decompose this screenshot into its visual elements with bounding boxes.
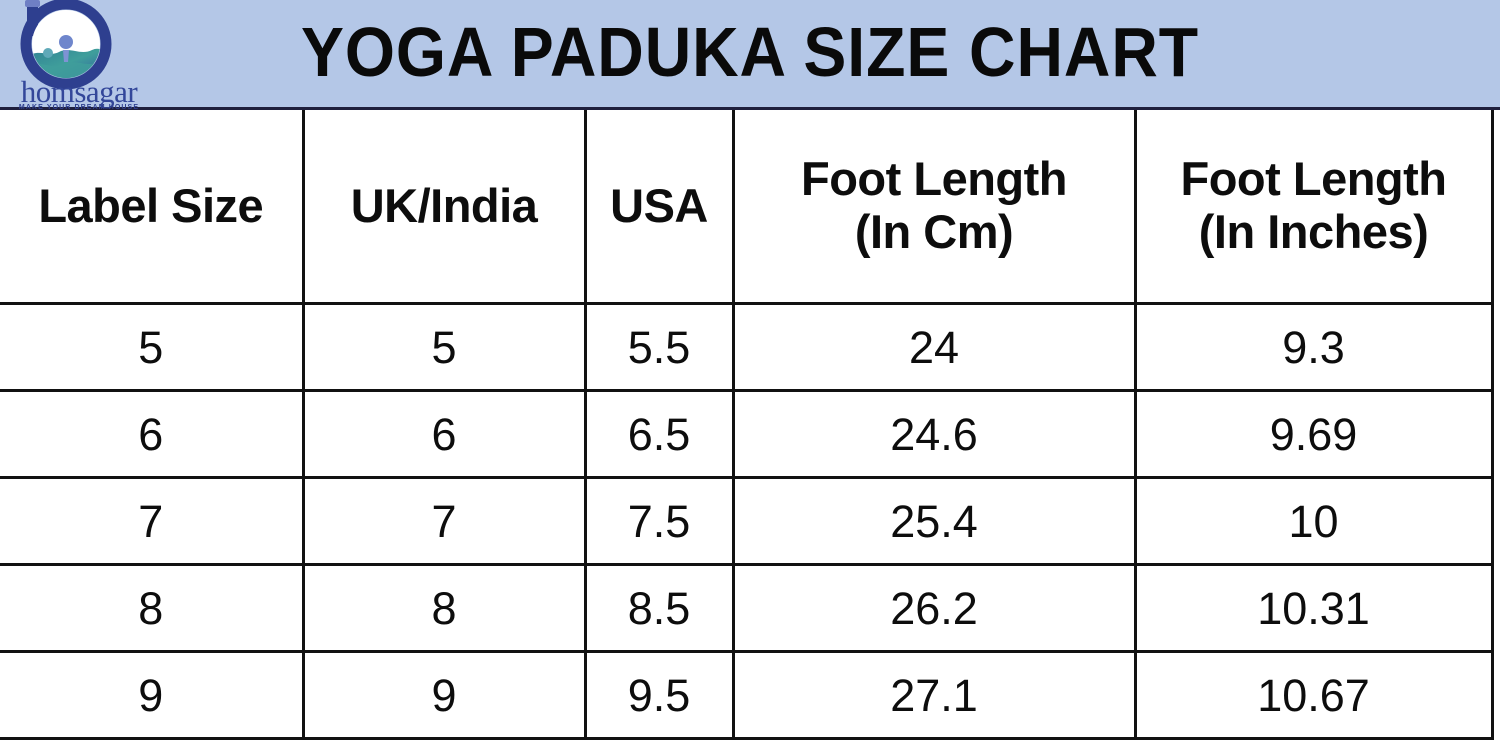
column-header-foot-length-cm: Foot Length (In Cm) (731, 110, 1137, 305)
cell-usa: 5.5 (583, 302, 735, 392)
cell-uk-india: 8 (301, 563, 587, 653)
size-chart-table: Label Size UK/India USA Foot Length (In … (0, 110, 1494, 740)
column-header-usa: USA (583, 110, 735, 305)
cell-foot-length-cm: 27.1 (731, 650, 1137, 740)
column-header-line: Label Size (38, 178, 264, 232)
page-title: YOGA PADUKA SIZE CHART (300, 13, 1200, 91)
cell-label-size: 7 (0, 476, 305, 566)
table-row: 8 8 8.5 26.2 10.31 (0, 563, 1494, 653)
column-header-foot-length-inches: Foot Length (In Inches) (1133, 110, 1494, 305)
water-drop-circle-icon (20, 0, 112, 90)
cell-foot-length-inches: 9.69 (1133, 389, 1494, 479)
cell-foot-length-inches: 10.31 (1133, 563, 1494, 653)
cell-foot-length-inches: 10.67 (1133, 650, 1494, 740)
cell-uk-india: 5 (301, 302, 587, 392)
table-row: 7 7 7.5 25.4 10 (0, 476, 1494, 566)
cell-foot-length-cm: 24.6 (731, 389, 1137, 479)
brand-tagline: MAKE YOUR DREAM HOUSE (18, 104, 140, 111)
cell-label-size: 6 (0, 389, 305, 479)
table-row: 9 9 9.5 27.1 10.67 (0, 650, 1494, 740)
table-row: 6 6 6.5 24.6 9.69 (0, 389, 1494, 479)
column-header-line: Foot Length (1180, 152, 1447, 206)
column-header-line: (In Inches) (1198, 205, 1429, 258)
brand-wordmark: homsagar (20, 74, 138, 109)
cell-uk-india: 9 (301, 650, 587, 740)
table-header-row: Label Size UK/India USA Foot Length (In … (0, 110, 1494, 305)
column-header-line: (In Cm) (854, 205, 1014, 258)
cell-foot-length-cm: 24 (731, 302, 1137, 392)
cell-foot-length-cm: 25.4 (731, 476, 1137, 566)
column-header-line: UK/India (350, 178, 538, 232)
header-band: YOGA PADUKA SIZE CHART (0, 0, 1500, 110)
column-header-uk-india: UK/India (301, 110, 587, 305)
cell-label-size: 8 (0, 563, 305, 653)
cell-usa: 9.5 (583, 650, 735, 740)
cell-usa: 8.5 (583, 563, 735, 653)
cell-foot-length-cm: 26.2 (731, 563, 1137, 653)
cell-uk-india: 6 (301, 389, 587, 479)
cell-label-size: 9 (0, 650, 305, 740)
brand-logo: homsagar MAKE YOUR DREAM HOUSE (4, 0, 154, 118)
cell-foot-length-inches: 10 (1133, 476, 1494, 566)
cell-usa: 7.5 (583, 476, 735, 566)
column-header-line: USA (610, 178, 708, 232)
cell-uk-india: 7 (301, 476, 587, 566)
cell-usa: 6.5 (583, 389, 735, 479)
table-row: 5 5 5.5 24 9.3 (0, 302, 1494, 392)
cell-foot-length-inches: 9.3 (1133, 302, 1494, 392)
column-header-line: Foot Length (801, 152, 1067, 206)
cell-label-size: 5 (0, 302, 305, 392)
column-header-label-size: Label Size (0, 110, 305, 305)
